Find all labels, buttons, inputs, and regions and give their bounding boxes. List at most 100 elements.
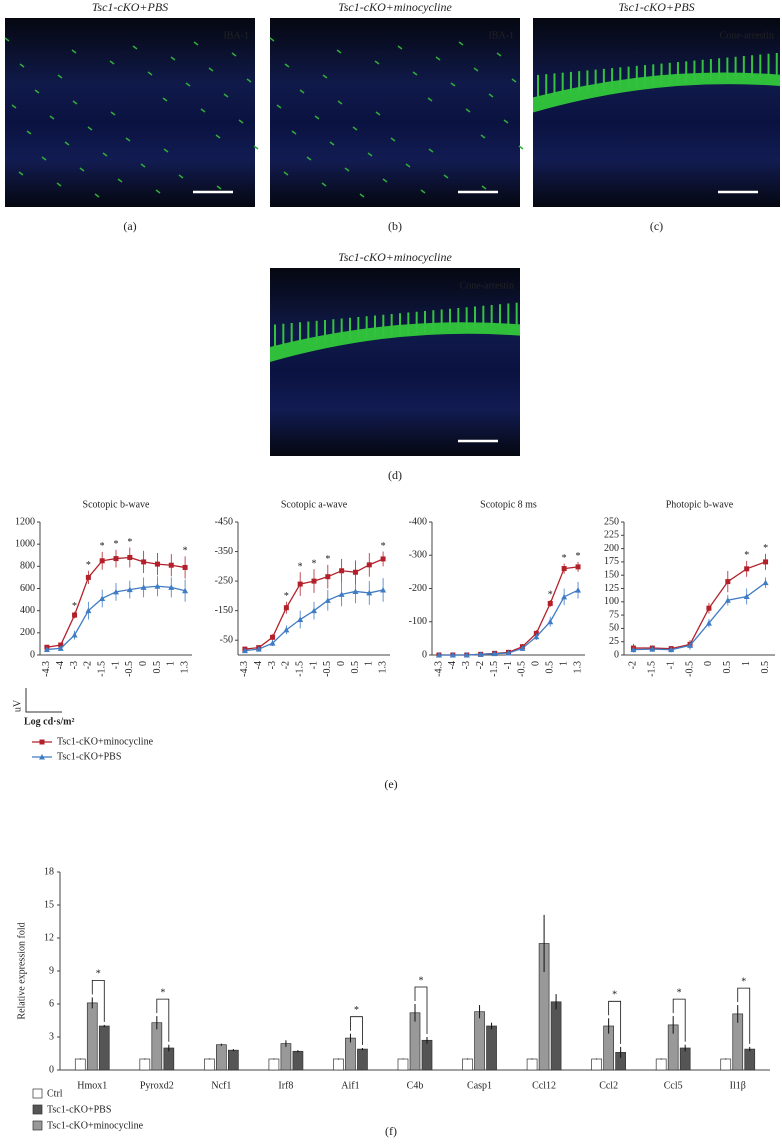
marker xyxy=(113,588,119,595)
microglia xyxy=(465,108,471,113)
y-tick-label: 25 xyxy=(609,636,619,647)
x-tick-label: -1.5 xyxy=(96,661,107,677)
marker xyxy=(182,587,189,594)
microglia xyxy=(246,78,252,83)
x-tick-label: 1 xyxy=(741,661,752,666)
microglia xyxy=(390,137,396,142)
bar xyxy=(333,1058,344,1071)
microglia xyxy=(79,167,85,172)
significance: * xyxy=(741,976,746,987)
bar xyxy=(268,1058,280,1071)
significance: * xyxy=(562,553,567,564)
marker xyxy=(57,645,64,651)
chart-title: Scotopic a-wave xyxy=(281,499,348,510)
x-tick-label: -1 xyxy=(503,661,514,669)
bar xyxy=(421,1039,433,1071)
microglia xyxy=(87,126,93,131)
microglia xyxy=(110,111,116,116)
x-tick-label: -3 xyxy=(267,661,278,669)
significance: * xyxy=(160,987,165,998)
y-tick-label: 0 xyxy=(49,1064,54,1075)
x-tick-label: 1.3 xyxy=(377,661,388,674)
y-tick-label: 200 xyxy=(20,627,35,638)
y-tick-label: 800 xyxy=(20,561,35,572)
marker xyxy=(255,646,262,652)
microglia xyxy=(147,71,153,76)
y-tick-label: 250 xyxy=(604,516,619,527)
marker xyxy=(168,562,174,568)
microglia xyxy=(435,56,441,61)
cone-band xyxy=(270,322,520,362)
microglia xyxy=(428,148,434,153)
panel-label: (a) xyxy=(123,219,136,233)
micrograph xyxy=(5,18,255,207)
y-tick-label: 225 xyxy=(604,530,619,541)
marker xyxy=(85,574,91,580)
stain-label: IBA-1 xyxy=(223,30,249,41)
microglia xyxy=(458,41,464,46)
x-tick-label: -0.5 xyxy=(322,661,333,677)
significance-bracket xyxy=(350,1016,363,1045)
microglia xyxy=(321,182,327,187)
marker xyxy=(687,642,694,648)
marker xyxy=(380,586,387,593)
significance: * xyxy=(298,562,303,573)
x-tick-label: 0.5 xyxy=(760,661,771,674)
y-tick-label: -350 xyxy=(215,546,233,557)
significance: * xyxy=(96,969,101,980)
marker xyxy=(547,600,553,606)
y-tick-label: -50 xyxy=(220,635,233,646)
marker xyxy=(352,569,358,575)
legend-label: Tsc1-cKO+minocycline xyxy=(57,736,154,747)
marker xyxy=(311,607,317,614)
significance-bracket xyxy=(91,980,105,1022)
bar xyxy=(204,1058,215,1071)
microglia xyxy=(480,134,486,139)
marker xyxy=(269,640,276,646)
y-tick-label: 3 xyxy=(49,1031,54,1042)
legend-label: Tsc1-cKO+PBS xyxy=(57,751,121,762)
microglia xyxy=(367,152,373,157)
significance: * xyxy=(381,541,386,552)
y-tick-label: -450 xyxy=(215,516,233,527)
marker xyxy=(705,620,712,626)
microglia xyxy=(283,171,289,176)
y-tick-label: 1200 xyxy=(15,516,35,527)
marker xyxy=(43,646,50,652)
marker xyxy=(325,574,331,580)
y-tick-label: -150 xyxy=(215,605,233,616)
bar xyxy=(591,1058,602,1071)
x-tick-label: 1.3 xyxy=(179,661,190,674)
microglia xyxy=(329,141,335,146)
microglia xyxy=(71,49,77,54)
y-tick-label: 400 xyxy=(20,605,35,616)
y-tick-label: 9 xyxy=(49,965,54,976)
marker xyxy=(270,634,276,640)
bar xyxy=(486,1025,497,1071)
y-axis-label: Relative expression fold xyxy=(16,922,27,1019)
marker xyxy=(339,568,345,574)
marker xyxy=(449,652,456,658)
marker xyxy=(338,591,345,597)
microglia xyxy=(34,89,40,94)
microglia xyxy=(57,74,63,79)
x-tick-label: 0 xyxy=(336,661,347,666)
x-tick-label: -0.5 xyxy=(684,661,695,677)
y-tick-label: 125 xyxy=(604,583,619,594)
marker xyxy=(297,616,304,623)
marker xyxy=(352,588,359,594)
microglia xyxy=(412,71,418,76)
significance: * xyxy=(354,1005,359,1016)
x-tick-label: 1 xyxy=(558,661,569,666)
micrograph xyxy=(270,18,520,207)
microglia xyxy=(375,111,381,116)
panel-label: (f) xyxy=(385,1124,397,1138)
marker xyxy=(505,650,512,656)
x-tick-label: -1 xyxy=(110,661,121,669)
microglia xyxy=(125,137,131,142)
bar xyxy=(550,1001,562,1071)
chart-title: Photopic b-wave xyxy=(666,499,734,510)
significance: * xyxy=(100,541,105,552)
x-tick-label: -1.5 xyxy=(647,661,658,677)
